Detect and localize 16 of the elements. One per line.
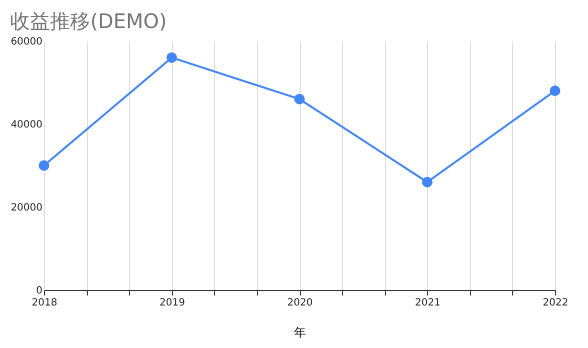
point	[294, 94, 305, 104]
x-tick-label: 2022	[542, 298, 568, 308]
y-tick-label: 60000	[10, 36, 42, 48]
x-axis-title: 年	[294, 326, 306, 340]
y-tick-label: 40000	[10, 120, 42, 130]
y-tick-label: 0	[36, 286, 42, 296]
point	[38, 160, 50, 171]
x-tick-label: 2018	[32, 298, 58, 308]
point	[422, 176, 432, 188]
x-tick-label: 2019	[160, 298, 185, 308]
point	[166, 52, 177, 63]
y-tick-label: 20000	[10, 202, 42, 214]
x-tick-label: 2021	[415, 298, 440, 308]
x-tick-label: 2020	[287, 298, 313, 308]
point	[550, 86, 560, 96]
chart-title: 收益推移(DEMO)	[10, 9, 167, 33]
